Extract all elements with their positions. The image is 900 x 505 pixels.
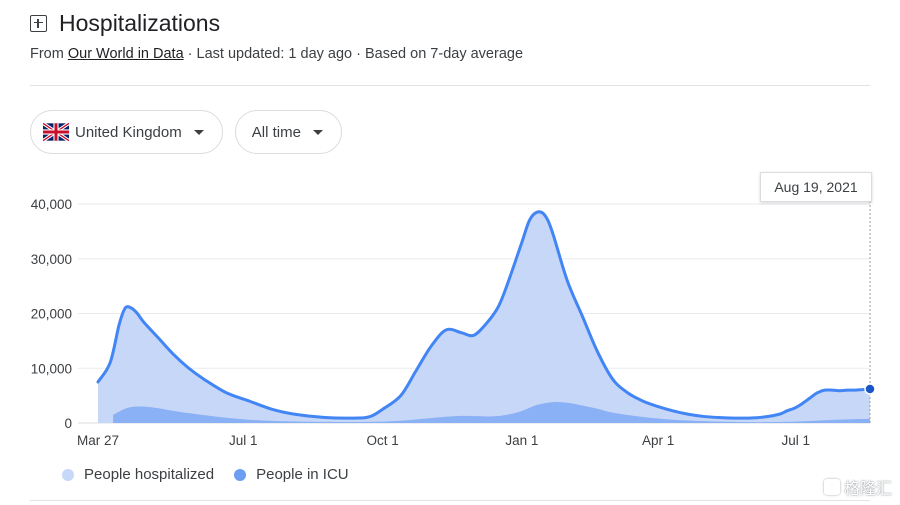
- x-tick-label: Jan 1: [505, 433, 538, 448]
- y-axis: 0 10,000 20,000 30,000 40,000: [31, 197, 72, 431]
- series-icu-area: [113, 402, 870, 423]
- time-range-label: All time: [251, 123, 301, 141]
- x-tick-label: Oct 1: [366, 433, 398, 448]
- y-tick-label: 40,000: [31, 197, 72, 212]
- source-prefix: From: [30, 46, 68, 62]
- legend-label-icu: People in ICU: [256, 466, 349, 483]
- top-divider: [30, 85, 870, 86]
- source-line: From Our World in Data · Last updated: 1…: [30, 46, 870, 62]
- legend-hospitalized[interactable]: People hospitalized: [62, 466, 214, 483]
- x-tick-label: Jul 1: [229, 433, 258, 448]
- y-tick-label: 30,000: [31, 252, 72, 267]
- x-tick-label: Jul 1: [782, 433, 811, 448]
- tooltip-date: Aug 19, 2021: [774, 179, 858, 195]
- title-row: Hospitalizations: [30, 8, 870, 38]
- date-tooltip: Aug 19, 2021: [760, 172, 872, 202]
- x-tick-label: Mar 27: [77, 433, 119, 448]
- hospitalizations-chart[interactable]: 0 10,000 20,000 30,000 40,000 Mar 27 Jul 1 Oct…: [0, 165, 900, 455]
- legend-swatch-icu: [234, 468, 247, 481]
- time-range-dropdown[interactable]: All time: [234, 110, 342, 154]
- highlight-layer: [864, 201, 876, 423]
- country-dropdown[interactable]: United Kingdom: [30, 110, 223, 154]
- country-label: United Kingdom: [75, 123, 182, 141]
- chart-legend: People hospitalized People in ICU: [62, 466, 349, 483]
- uk-flag-icon: [43, 122, 69, 142]
- series-hospitalized-line: [96, 210, 872, 420]
- series-layer: [96, 210, 872, 423]
- x-tick-label: Apr 1: [642, 433, 674, 448]
- x-axis: Mar 27 Jul 1 Oct 1 Jan 1 Apr 1 Jul 1: [77, 433, 810, 448]
- y-tick-label: 20,000: [31, 307, 72, 322]
- series-hospitalized-area: [98, 211, 870, 423]
- page-title: Hospitalizations: [59, 9, 221, 36]
- legend-swatch-hospitalized: [62, 468, 74, 481]
- legend-label-hospitalized: People hospitalized: [84, 466, 215, 483]
- chart-header: Hospitalizations From Our World in Data …: [30, 8, 870, 62]
- bottom-divider: [30, 500, 870, 501]
- y-tick-label: 10,000: [31, 361, 72, 376]
- filter-chips: United Kingdom All time: [30, 110, 342, 154]
- source-link[interactable]: Our World in Data: [67, 46, 184, 62]
- chevron-down-icon: [312, 129, 323, 135]
- y-tick-label: 0: [64, 416, 72, 431]
- watermark-logo-icon: [823, 479, 840, 495]
- legend-icu[interactable]: People in ICU: [234, 466, 349, 483]
- highlight-point[interactable]: [864, 383, 876, 395]
- expand-icon[interactable]: [30, 14, 47, 32]
- watermark: 格隆汇: [823, 475, 892, 499]
- chevron-down-icon: [193, 129, 204, 135]
- source-meta: · Last updated: 1 day ago · Based on 7-d…: [183, 46, 524, 62]
- watermark-text: 格隆汇: [843, 481, 892, 498]
